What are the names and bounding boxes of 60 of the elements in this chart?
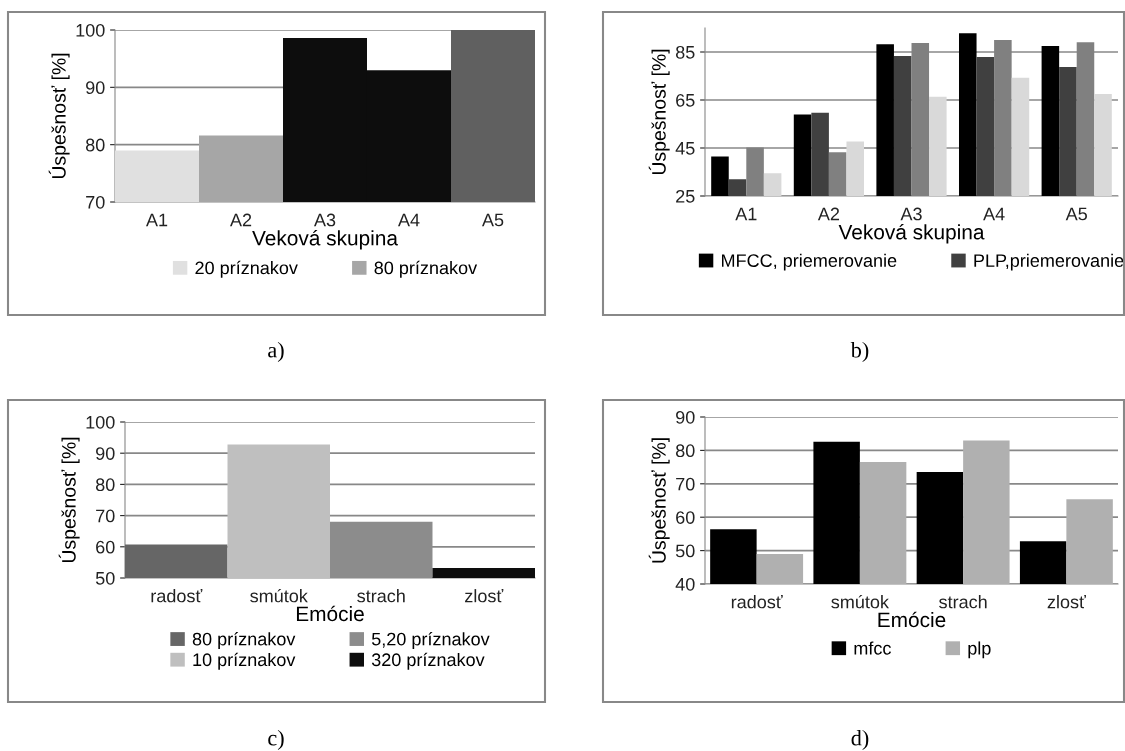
y-tick-label: 90 (86, 81, 105, 95)
x-tick-label: A2 (817, 207, 840, 221)
x-tick-label: A4 (983, 207, 1005, 221)
x-tick-label: radosť (151, 589, 203, 603)
x-tick-label: strach (939, 595, 987, 609)
x-tick-label: A3 (313, 213, 336, 227)
x-axis-title: Emócie (296, 605, 364, 622)
x-tick-label: A5 (1065, 207, 1087, 221)
x-tick-label: strach (357, 589, 405, 603)
y-tick-label: 100 (76, 23, 105, 37)
legend-label: 5,20 príznakov (371, 632, 490, 650)
y-tick-label: 80 (675, 444, 695, 458)
legend-label: MFCC, priemerovanie (722, 253, 897, 271)
y-axis-title: Úspešnosť [%] (648, 438, 670, 563)
y-tick-label: 90 (96, 447, 115, 460)
y-axis-title: Úspešnosť [%] (58, 437, 80, 563)
x-tick-label: smútok (831, 594, 889, 609)
y-tick-label: 60 (676, 511, 695, 524)
legend-label: 320 príznakov (371, 652, 485, 670)
y-tick-label: 25 (676, 189, 695, 203)
text: d) (851, 729, 869, 751)
x-tick-label: smútok (250, 588, 308, 603)
y-tick-label: 90 (676, 410, 695, 424)
x-tick-label: A3 (900, 207, 922, 221)
x-axis-title: Veková skupina (252, 229, 398, 250)
y-tick-label: 80 (85, 138, 105, 152)
x-tick-label: radosť (731, 595, 783, 609)
text: b) (850, 341, 869, 363)
legend-label: 10 príznakov (193, 652, 296, 670)
x-tick-label: A5 (481, 213, 504, 227)
x-tick-label: zlosť (465, 589, 504, 603)
x-tick-label: A1 (145, 213, 168, 227)
y-tick-label: 50 (675, 544, 695, 558)
legend-label: plp (968, 641, 991, 659)
y-tick-label: 60 (96, 540, 115, 554)
y-tick-label: 70 (676, 477, 695, 491)
text: a) (268, 341, 284, 363)
x-tick-label: A2 (229, 213, 252, 227)
y-tick-label: 70 (96, 509, 115, 523)
x-axis-title: Emócie (878, 611, 946, 628)
y-tick-label: 80 (95, 478, 115, 492)
legend-label: 20 príznakov (195, 260, 298, 278)
y-tick-label: 100 (86, 415, 115, 429)
legend-label: mfcc (854, 641, 891, 655)
y-tick-label: 40 (675, 577, 695, 591)
x-tick-label: A4 (397, 213, 420, 227)
x-tick-label: A1 (735, 207, 757, 221)
text: c) (268, 729, 284, 751)
y-tick-label: 65 (676, 93, 695, 107)
y-tick-label: 70 (86, 195, 105, 209)
y-axis-title: Úspešnosť [%] (48, 53, 70, 179)
y-tick-label: 45 (675, 142, 695, 155)
x-tick-label: zlosť (1047, 595, 1086, 609)
y-tick-label: 50 (95, 571, 115, 585)
y-axis-title: Úspešnosť [%] (648, 49, 670, 175)
x-axis-title: Veková skupina (838, 223, 985, 244)
legend-label: 80 príznakov (192, 632, 296, 650)
y-tick-label: 85 (675, 45, 695, 59)
legend-label: 80 príznakov (374, 260, 478, 278)
legend-label: PLP,priemerovanie (974, 253, 1124, 271)
